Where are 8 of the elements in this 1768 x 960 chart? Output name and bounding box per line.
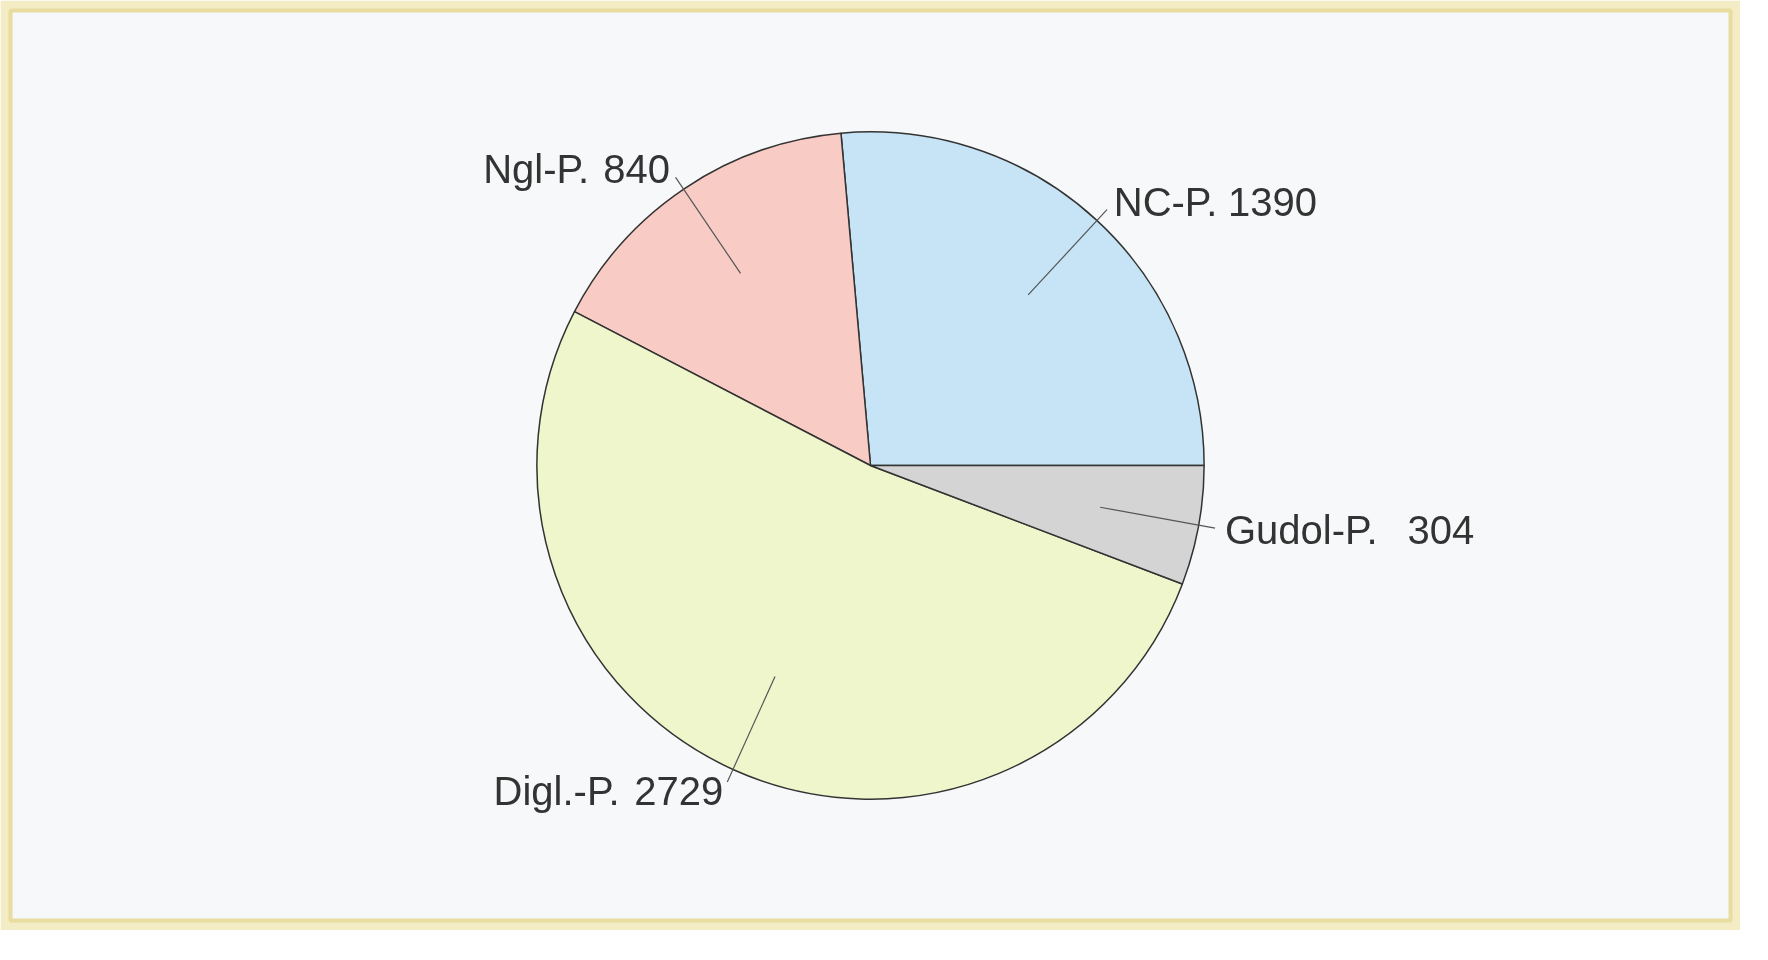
slice-label: Digl.-P. <box>493 769 620 813</box>
data-label: 2729 <box>634 769 724 813</box>
data-label: 840 <box>603 147 671 192</box>
slice-label: NC-P. <box>1113 180 1218 225</box>
slice-label: Gudol-P. <box>1224 507 1378 552</box>
data-label: 1390 <box>1227 180 1317 225</box>
slice-label: Ngl-P. <box>483 147 590 192</box>
data-label: 304 <box>1407 507 1475 552</box>
